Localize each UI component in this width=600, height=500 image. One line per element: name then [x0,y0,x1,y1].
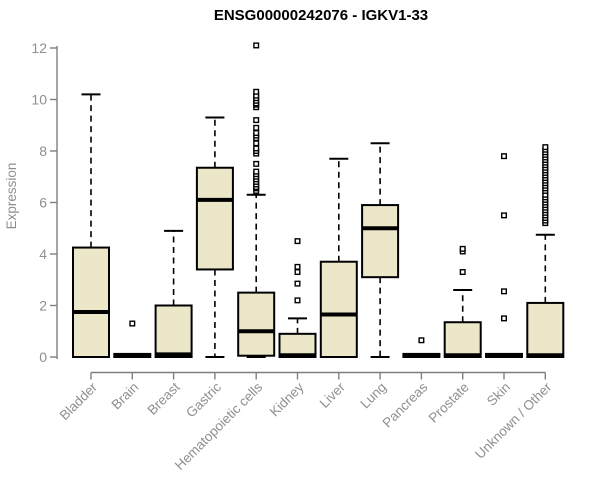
y-tick-label: 8 [39,143,47,159]
x-category-label-prostate: Prostate [426,380,472,426]
outlier-point-kidney [294,297,301,304]
outlier-point-hematopoietic-cells [253,145,260,152]
outlier-point-skin [501,153,508,160]
y-tick-label: 12 [31,40,47,56]
x-category-label-bladder: Bladder [57,379,101,423]
outlier-point-prostate [459,269,466,276]
y-tick-label: 6 [39,195,47,211]
y-tick-label: 4 [39,246,47,262]
x-category-label-pancreas: Pancreas [380,379,431,430]
box-hematopoietic-cells [237,291,276,357]
x-category-label-lung: Lung [357,380,389,412]
outlier-point-hematopoietic-cells [253,124,260,131]
box-breast [154,304,193,358]
box-unknown-other [526,301,565,358]
x-category-label-breast: Breast [145,379,183,417]
outlier-point-skin [501,315,508,322]
x-category-label-kidney: Kidney [267,379,307,419]
outlier-point-brain [129,320,136,327]
outlier-point-kidney [294,269,301,276]
y-axis-label: Expression [4,163,19,230]
outlier-point-kidney [294,280,301,287]
outlier-point-hematopoietic-cells [253,88,260,95]
x-category-label-liver: Liver [317,379,349,411]
outlier-point-hematopoietic-cells [253,168,260,175]
outlier-point-skin [501,212,508,219]
outlier-point-kidney [294,238,301,245]
box-bladder [72,246,110,358]
box-gastric [195,166,234,271]
x-category-label-unknown-other: Unknown / Other [472,379,555,462]
box-prostate [443,321,482,358]
outlier-point-hematopoietic-cells [253,140,260,147]
box-liver [319,260,358,359]
y-tick-label: 0 [39,349,47,365]
outlier-point-kidney [294,263,301,270]
outlier-point-hematopoietic-cells [253,117,260,124]
y-tick-label: 2 [39,298,47,314]
outlier-point-hematopoietic-cells [253,42,260,49]
outlier-point-hematopoietic-cells [253,160,260,167]
x-category-label-brain: Brain [109,380,142,413]
y-tick-label: 10 [31,92,47,108]
chart-title: ENSG00000242076 - IGKV1-33 [214,7,428,24]
outlier-point-skin [501,288,508,295]
x-category-label-gastric: Gastric [183,379,224,420]
outlier-point-unknown-other [542,144,549,151]
outlier-point-prostate [459,245,466,252]
outlier-point-pancreas [418,337,425,344]
x-category-label-skin: Skin [484,380,513,409]
box-lung [361,204,400,279]
outlier-point-hematopoietic-cells [253,129,260,136]
